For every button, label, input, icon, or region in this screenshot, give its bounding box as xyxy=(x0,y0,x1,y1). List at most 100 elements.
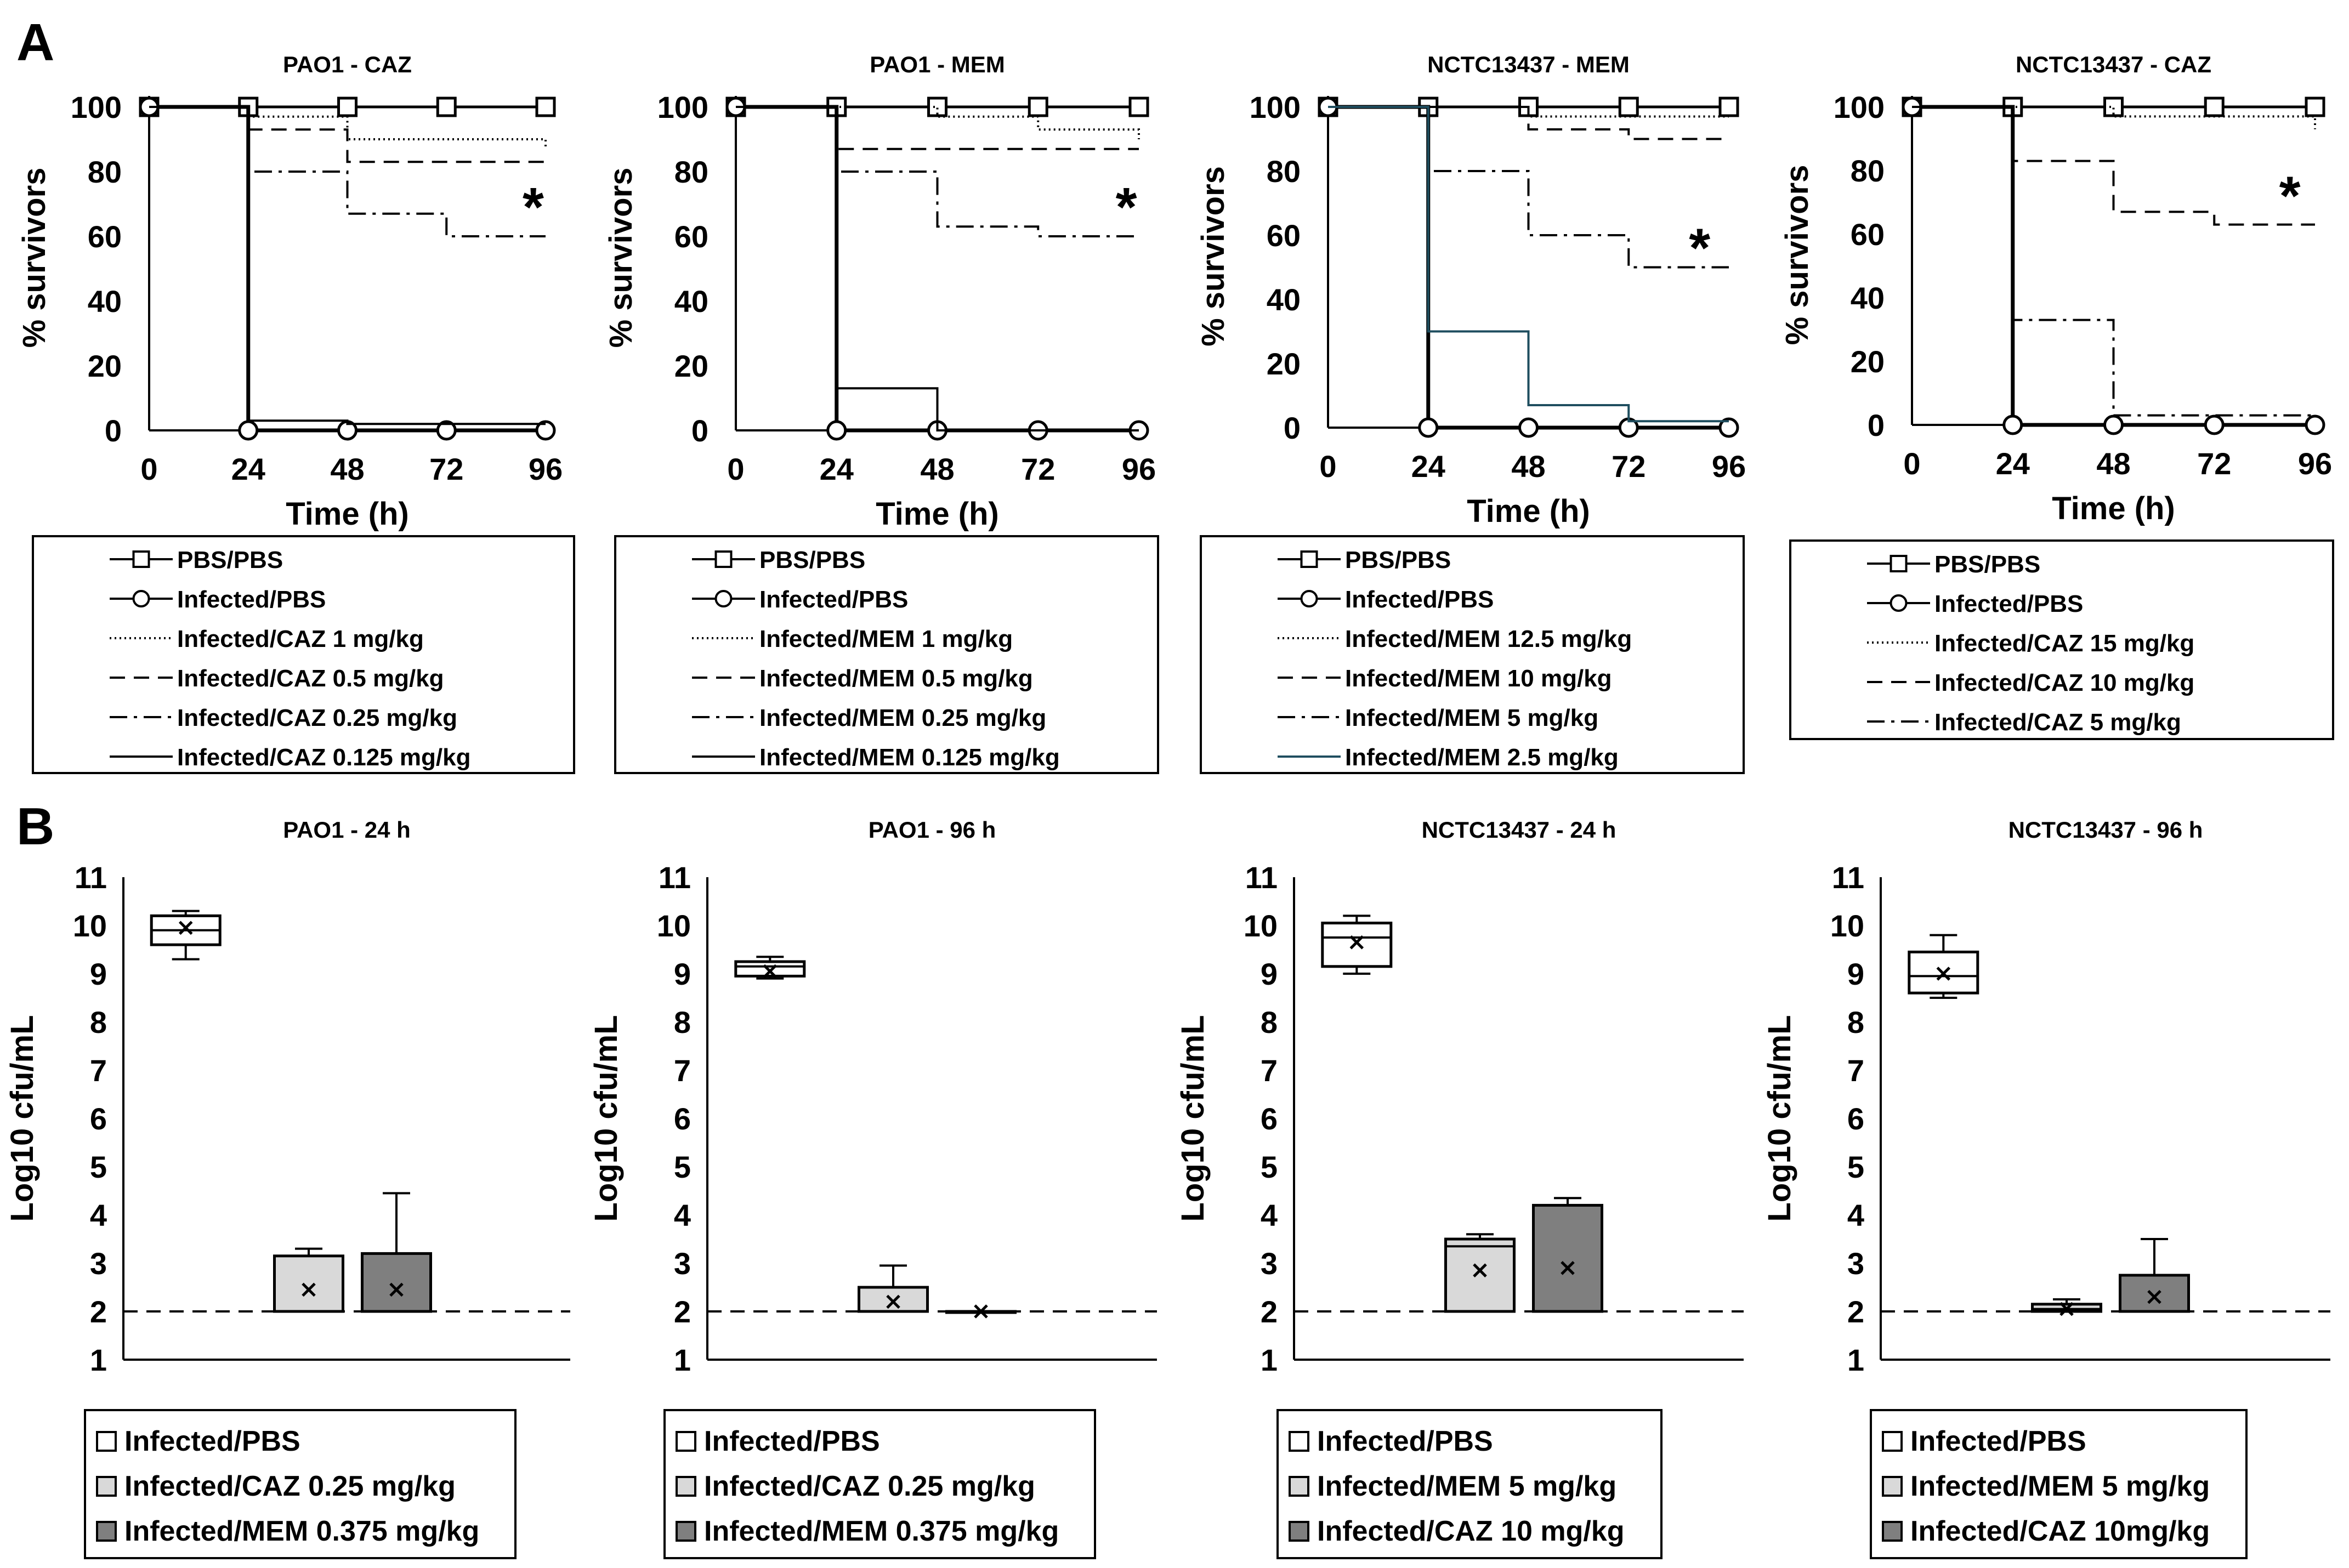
legend-circle-marker xyxy=(132,590,150,607)
chart-title: NCTC13437 - CAZ xyxy=(2016,52,2211,77)
significance-star: * xyxy=(523,177,544,238)
box-chart-3: NCTC13437 - 24 h 1 2 3 4 5 6 7 8 9 10 11 Log10 cfu/m… xyxy=(1175,817,1744,1559)
legend-swatch xyxy=(1882,1521,1903,1542)
legend-label: Infected/MEM 5 mg/kg xyxy=(1910,1470,2210,1502)
legend-box xyxy=(1276,1409,1663,1559)
box-2 xyxy=(2031,1298,2102,1316)
y-tick-label: 5 xyxy=(1261,1150,1278,1184)
x-tick-label: 96 xyxy=(529,452,563,486)
circle-marker xyxy=(826,420,847,441)
y-tick-label: 10 xyxy=(1244,908,1278,943)
box-3 xyxy=(2119,1238,2190,1313)
circle-marker xyxy=(1718,417,1739,438)
legend-swatch xyxy=(676,1521,696,1542)
y-tick-label: 1 xyxy=(1261,1343,1278,1377)
legend-label: Infected/MEM 0.125 mg/kg xyxy=(759,744,1060,771)
legend-swatch xyxy=(1289,1431,1309,1452)
y-tick-label: 7 xyxy=(674,1053,691,1088)
legend-swatch xyxy=(96,1431,117,1452)
series-line xyxy=(1912,105,2315,427)
legend-box xyxy=(32,535,575,774)
y-tick-label: 7 xyxy=(90,1053,107,1088)
legend-box xyxy=(614,535,1159,774)
y-tick-label: 20 xyxy=(1851,344,1885,379)
mean-marker xyxy=(763,964,778,979)
y-axis-label: Log10 cfu/mL xyxy=(1762,1015,1797,1222)
legend-label: Infected/MEM 0.375 mg/kg xyxy=(124,1515,479,1547)
x-tick-label: 48 xyxy=(2096,446,2130,481)
survival-chart-1: PAO1 - CAZ 0 20 40 60 80 100 0 24 48 72 96 Time (h)%… xyxy=(16,52,575,774)
legend-label: Infected/CAZ 10mg/kg xyxy=(1910,1515,2210,1547)
legend-square-marker xyxy=(714,550,733,568)
y-tick-label: 100 xyxy=(1250,90,1301,124)
y-tick-label: 80 xyxy=(1267,154,1301,189)
legend-swatch xyxy=(1289,1521,1309,1542)
box-body xyxy=(734,960,806,978)
y-tick-label: 3 xyxy=(674,1246,691,1281)
y-axis-label: Log10 cfu/mL xyxy=(1175,1015,1211,1222)
y-tick-label: 5 xyxy=(674,1150,691,1184)
y-tick-label: 2 xyxy=(90,1294,107,1329)
circle-marker xyxy=(2305,414,2325,435)
mean-marker xyxy=(178,921,193,935)
box-1 xyxy=(150,910,222,961)
chart-title: NCTC13437 - 24 h xyxy=(1422,817,1616,843)
box-chart-4: NCTC13437 - 96 h 1 2 3 4 5 6 7 8 9 10 11 Log10 cfu/m… xyxy=(1762,817,2330,1559)
y-tick-label: 0 xyxy=(1868,408,1885,442)
mean-marker xyxy=(302,1282,316,1297)
y-axis-label: % survivors xyxy=(603,168,639,348)
y-tick-label: 100 xyxy=(1834,90,1885,124)
x-tick-label: 72 xyxy=(1021,452,1055,486)
y-tick-label: 20 xyxy=(1267,346,1301,381)
legend-label: Infected/CAZ 0.125 mg/kg xyxy=(177,744,470,771)
y-tick-label: 11 xyxy=(1245,860,1278,895)
legend: Infected/PBS Infected/MEM 5 mg/kg Infected… xyxy=(1276,1409,1663,1559)
x-tick-label: 96 xyxy=(1712,449,1746,484)
chart-title: PAO1 - MEM xyxy=(870,52,1005,77)
series-line xyxy=(1912,106,2315,417)
y-tick-label: 4 xyxy=(674,1198,691,1232)
y-tick-label: 10 xyxy=(657,908,691,943)
y-tick-label: 60 xyxy=(1851,217,1885,252)
legend-box xyxy=(1870,1409,2248,1559)
box-chart-1: PAO1 - 24 h 1 2 3 4 5 6 7 8 9 10 11 Log10 cfu/mL Infe… xyxy=(4,817,570,1559)
y-tick-label: 6 xyxy=(1261,1101,1278,1136)
x-tick-label: 48 xyxy=(920,452,954,486)
chart-title: PAO1 - 24 h xyxy=(283,817,411,843)
legend-label: Infected/PBS xyxy=(1934,590,2083,617)
y-tick-label: 6 xyxy=(674,1101,691,1136)
box-1 xyxy=(734,956,806,980)
y-tick-label: 100 xyxy=(657,90,708,124)
square-marker xyxy=(1718,96,1739,117)
y-tick-label: 5 xyxy=(1847,1150,1864,1184)
legend-label: Infected/CAZ 10 mg/kg xyxy=(1317,1515,1625,1547)
legend-circle-marker xyxy=(1300,590,1318,607)
legend-circle-marker xyxy=(1890,594,1908,612)
box-chart-2: PAO1 - 96 h 1 2 3 4 5 6 7 8 9 10 11 Log10 cfu/mL Infe… xyxy=(588,817,1157,1559)
y-tick-label: 20 xyxy=(674,349,708,383)
y-tick-label: 6 xyxy=(1847,1101,1864,1136)
legend-swatch xyxy=(1289,1476,1309,1497)
significance-star: * xyxy=(1689,218,1710,279)
y-tick-label: 1 xyxy=(1847,1343,1864,1377)
mean-marker xyxy=(886,1294,900,1309)
legend: Infected/PBS Infected/CAZ 0.25 mg/kg Infec… xyxy=(84,1409,517,1559)
panel-label-a: A xyxy=(16,13,54,72)
box-2 xyxy=(273,1247,344,1313)
y-tick-label: 6 xyxy=(90,1101,107,1136)
panel-label-b: B xyxy=(16,797,54,856)
x-tick-label: 48 xyxy=(1511,449,1545,484)
box-1 xyxy=(1321,914,1393,975)
y-tick-label: 11 xyxy=(75,860,107,895)
legend-label: Infected/MEM 1 mg/kg xyxy=(759,626,1013,652)
box-1 xyxy=(1908,934,1979,999)
y-axis-label: Log10 cfu/mL xyxy=(4,1015,40,1222)
legend-label: Infected/CAZ 0.5 mg/kg xyxy=(177,665,444,692)
legend-label: Infected/MEM 12.5 mg/kg xyxy=(1345,626,1632,652)
legend-label: PBS/PBS xyxy=(1934,551,2040,578)
y-tick-label: 11 xyxy=(659,860,691,895)
legend-label: Infected/MEM 0.5 mg/kg xyxy=(759,665,1033,692)
legend: PBS/PBS Infected/PBS Infected/CAZ 1 mg/kg I… xyxy=(32,535,575,774)
y-tick-label: 9 xyxy=(90,957,107,991)
box-body xyxy=(1444,1237,1516,1313)
